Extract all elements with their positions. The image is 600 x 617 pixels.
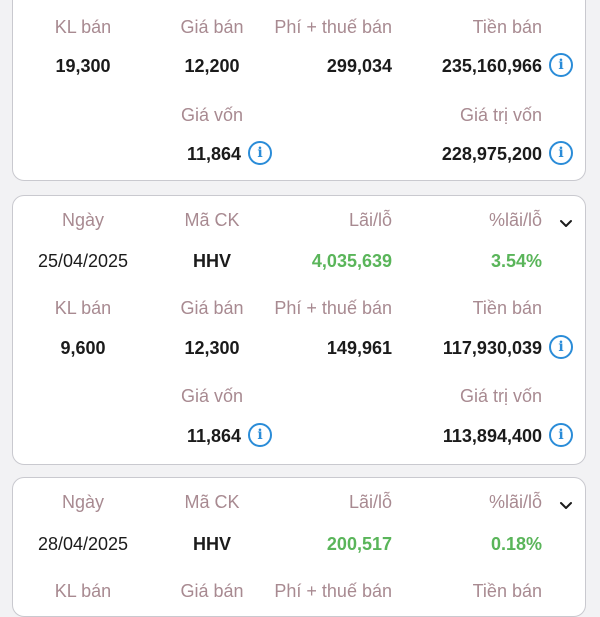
transaction-card-1: KL bán Giá bán Phí + thuế bán Tiền bán 1… xyxy=(12,0,586,181)
lai-lo-label: Lãi/lỗ xyxy=(348,492,392,512)
kl-ban-label: KL bán xyxy=(54,298,112,318)
phi-thue-ban-label: Phí + thuế bán xyxy=(274,581,392,601)
tien-ban-value: 235,160,966 xyxy=(441,56,542,76)
transaction-card-3: Ngày Mã CK Lãi/lỗ %lãi/lỗ 28/04/2025 HHV… xyxy=(12,477,586,617)
gia-von-label: Giá vốn xyxy=(180,386,244,406)
ngay-value: 25/04/2025 xyxy=(37,251,129,271)
kl-ban-value: 19,300 xyxy=(55,56,111,76)
chevron-down-icon[interactable] xyxy=(556,214,576,234)
ngay-label: Ngày xyxy=(61,210,105,230)
kl-ban-label: KL bán xyxy=(54,581,112,601)
info-icon[interactable]: i xyxy=(248,423,272,447)
gia-tri-von-value: 228,975,200 xyxy=(441,144,542,164)
ma-ck-value: HHV xyxy=(192,534,232,554)
lai-lo-value: 4,035,639 xyxy=(311,251,392,271)
tien-ban-label: Tiền bán xyxy=(472,298,542,318)
lai-lo-label: Lãi/lỗ xyxy=(348,210,392,230)
ma-ck-value: HHV xyxy=(192,251,232,271)
info-icon[interactable]: i xyxy=(549,141,573,165)
tien-ban-label: Tiền bán xyxy=(472,17,542,37)
info-icon[interactable]: i xyxy=(549,423,573,447)
gia-von-label: Giá vốn xyxy=(180,105,244,125)
gia-ban-label: Giá bán xyxy=(180,17,244,37)
ma-ck-label: Mã CK xyxy=(184,210,240,230)
gia-tri-von-label: Giá trị vốn xyxy=(459,386,542,406)
tien-ban-value: 117,930,039 xyxy=(442,338,542,358)
phi-thue-ban-label: Phí + thuế bán xyxy=(274,17,392,37)
gia-tri-von-value: 113,894,400 xyxy=(442,426,542,446)
gia-ban-value: 12,300 xyxy=(184,338,240,358)
ngay-value: 28/04/2025 xyxy=(37,534,129,554)
chevron-down-icon[interactable] xyxy=(556,496,576,516)
info-icon[interactable]: i xyxy=(248,141,272,165)
phi-thue-ban-value: 299,034 xyxy=(326,56,392,76)
ma-ck-label: Mã CK xyxy=(184,492,240,512)
gia-ban-label: Giá bán xyxy=(180,298,244,318)
gia-ban-label: Giá bán xyxy=(180,581,244,601)
pct-lai-lo-label: %lãi/lỗ xyxy=(488,210,542,230)
ngay-label: Ngày xyxy=(61,492,105,512)
info-icon[interactable]: i xyxy=(549,53,573,77)
gia-ban-value: 12,200 xyxy=(184,56,240,76)
pct-lai-lo-label: %lãi/lỗ xyxy=(488,492,542,512)
gia-tri-von-label: Giá trị vốn xyxy=(459,105,542,125)
tien-ban-label: Tiền bán xyxy=(472,581,542,601)
phi-thue-ban-value: 149,961 xyxy=(326,338,392,358)
phi-thue-ban-label: Phí + thuế bán xyxy=(274,298,392,318)
kl-ban-value: 9,600 xyxy=(60,338,106,358)
info-icon[interactable]: i xyxy=(549,335,573,359)
gia-von-value: 11,864 xyxy=(186,426,241,446)
pct-lai-lo-value: 3.54% xyxy=(490,251,542,271)
pct-lai-lo-value: 0.18% xyxy=(490,534,542,554)
gia-von-value: 11,864 xyxy=(186,144,241,164)
kl-ban-label: KL bán xyxy=(54,17,112,37)
lai-lo-value: 200,517 xyxy=(326,534,392,554)
transaction-card-2: Ngày Mã CK Lãi/lỗ %lãi/lỗ 25/04/2025 HHV… xyxy=(12,195,586,465)
